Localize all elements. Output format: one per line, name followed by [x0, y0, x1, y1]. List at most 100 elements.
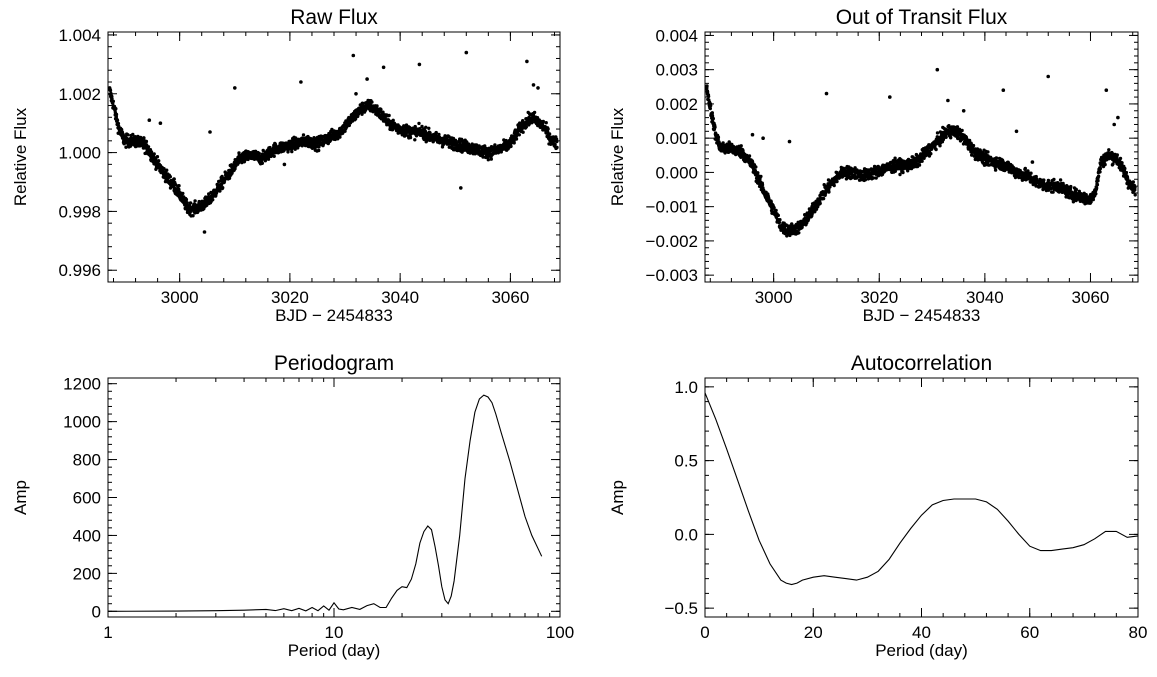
outlier-point [147, 118, 152, 122]
data-point [1058, 178, 1063, 182]
data-point [317, 148, 321, 153]
outlier-point [142, 136, 146, 140]
data-point [266, 157, 271, 161]
data-point [184, 197, 189, 202]
y-tick-label: −0.002 [646, 232, 698, 251]
data-point [874, 176, 878, 180]
data-point [360, 101, 365, 106]
outlier-point [750, 132, 755, 137]
outlier-point [417, 62, 422, 67]
data-point [257, 151, 261, 156]
data-point [993, 168, 998, 172]
data-point [711, 116, 715, 121]
data-point [114, 107, 118, 111]
x-tick-label: 40 [912, 623, 931, 642]
data-point [131, 132, 135, 137]
outlier-point [1014, 129, 1019, 134]
data-point [760, 183, 765, 187]
data-point [157, 159, 161, 163]
data-point [149, 150, 154, 154]
data-point [173, 183, 178, 187]
y-tick-label: 1.0 [674, 378, 698, 397]
data-point [898, 172, 902, 177]
data-point [1034, 184, 1038, 188]
y-tick-label: 200 [73, 564, 101, 583]
outlier-point [351, 53, 356, 58]
outlier-point [299, 80, 303, 84]
data-point [115, 118, 120, 123]
chart-title: Autocorrelation [851, 352, 992, 375]
data-point [233, 167, 237, 171]
outlier-point [464, 50, 469, 55]
data-point [347, 123, 351, 128]
data-point [126, 133, 130, 137]
data-point [1118, 156, 1123, 161]
data-point [236, 160, 241, 165]
y-tick-label: 400 [73, 526, 101, 545]
data-point [1123, 166, 1127, 171]
data-point [1077, 189, 1082, 193]
y-tick-label: 0.001 [655, 129, 698, 148]
data-point [453, 138, 458, 142]
series-line [107, 394, 543, 612]
data-point [420, 124, 424, 129]
data-point [871, 176, 876, 180]
outlier-point [354, 92, 358, 96]
raw-flux-panel: Raw Flux BJD − 2454833 Relative Flux 0.996 0… [11, 6, 561, 325]
data-point [778, 218, 782, 222]
data-point [1115, 153, 1120, 157]
data-point [747, 154, 752, 158]
outlier-point [1112, 122, 1116, 127]
data-point [1052, 177, 1056, 182]
data-point [152, 152, 156, 156]
outlier-point [1104, 88, 1109, 92]
data-point [705, 90, 710, 94]
data-point [917, 163, 922, 167]
data-point [705, 84, 709, 88]
data-point [544, 121, 548, 125]
data-point [177, 184, 181, 188]
data-point [1069, 184, 1073, 189]
data-point [914, 152, 919, 157]
y-tick-label: 0.000 [655, 163, 698, 182]
data-point [546, 127, 550, 131]
chart-title: Raw Flux [290, 6, 378, 29]
outlier-point [787, 139, 792, 144]
x-tick-label: 3060 [1072, 288, 1110, 307]
y-tick-label: −0.5 [664, 599, 698, 618]
data-point [427, 126, 431, 130]
data-point [772, 206, 776, 210]
data-point [413, 124, 417, 129]
data-point [774, 208, 778, 213]
data-point [512, 141, 516, 145]
y-tick-label: 600 [73, 489, 101, 508]
data-point [309, 137, 313, 141]
y-axis-label: Amp [608, 480, 627, 515]
data-point [901, 170, 905, 175]
data-point [920, 159, 924, 163]
data-point [967, 138, 972, 143]
data-point [1051, 190, 1055, 194]
data-point [293, 147, 297, 151]
data-point [944, 135, 948, 139]
x-axis-label: BJD − 2454833 [863, 306, 981, 325]
data-point [803, 213, 807, 217]
outlier-point [1001, 88, 1006, 92]
outlier-point [365, 77, 369, 81]
data-point [370, 100, 374, 104]
autocorrelation-panel: Autocorrelation Period (day) Amp −0.5 0.0 0.5… [608, 352, 1147, 660]
y-axis-label: Relative Flux [11, 107, 30, 206]
outlier-point [158, 121, 163, 125]
data-point [555, 145, 559, 150]
x-tick-label: 60 [1020, 623, 1039, 642]
data-point [828, 185, 832, 189]
data-point [408, 135, 413, 140]
data-point [387, 113, 391, 118]
x-tick-label: 20 [804, 623, 823, 642]
data-point [489, 157, 493, 161]
data-point [1095, 183, 1100, 187]
data-point [116, 121, 121, 126]
data-point [221, 186, 225, 190]
outlier-point [179, 194, 183, 199]
